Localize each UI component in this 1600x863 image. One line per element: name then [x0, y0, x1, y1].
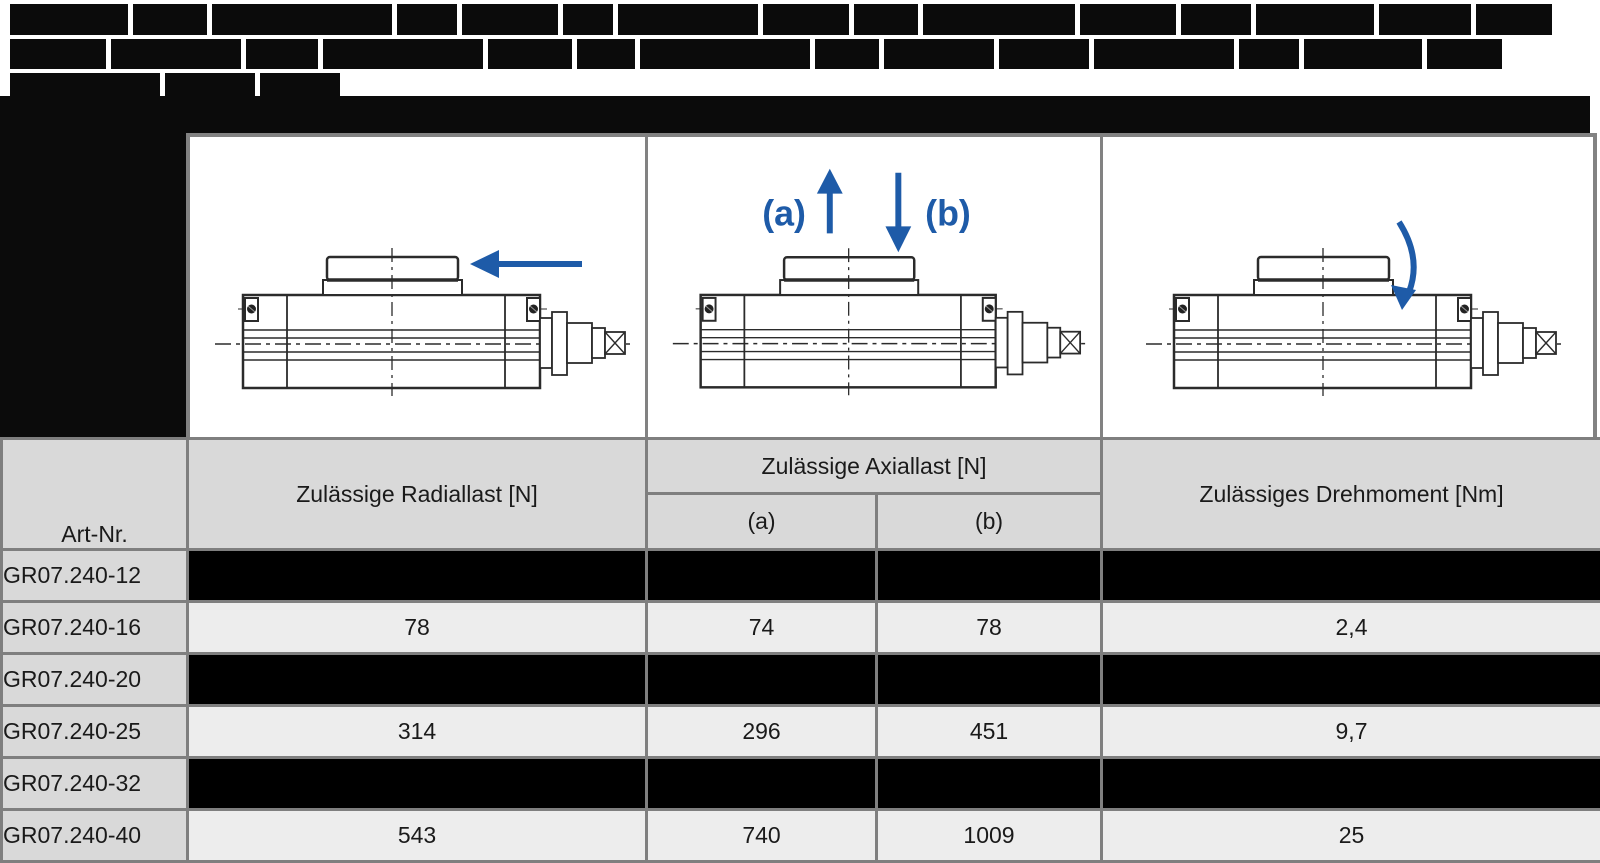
radial-load-figure: [190, 137, 645, 437]
table-row: GR07.240-25 314 296 451 9,7: [2, 706, 1600, 758]
figure-row: (a) (b): [186, 133, 1597, 437]
col-header-art-nr: Art-Nr.: [2, 439, 188, 550]
redaction-bar: [8, 96, 1590, 134]
axial-up-arrow-icon: [817, 169, 843, 234]
axial-label-a: (a): [762, 193, 806, 233]
redacted-cell: [188, 550, 647, 602]
col-header-torque: Zulässiges Drehmoment [Nm]: [1102, 439, 1600, 550]
axial-b-value: 1009: [877, 810, 1102, 862]
redaction-bar: [10, 39, 1502, 69]
redacted-cell: [647, 758, 877, 810]
redacted-cell: [188, 758, 647, 810]
axial-a-value: 74: [647, 602, 877, 654]
table-row: GR07.240-20: [2, 654, 1600, 706]
cylinder-drawing-torque: [1121, 140, 1576, 434]
load-table: Art-Nr. Zulässige Radiallast [N] Zulässi…: [0, 437, 1600, 863]
col-header-radial-load: Zulässige Radiallast [N]: [188, 439, 647, 550]
redacted-cell: [877, 654, 1102, 706]
cylinder-drawing-radial: [190, 140, 645, 434]
art-nr-cell: GR07.240-20: [2, 654, 188, 706]
art-nr-cell: GR07.240-40: [2, 810, 188, 862]
radial-load-value: 78: [188, 602, 647, 654]
radial-load-arrow-icon: [470, 250, 582, 278]
col-header-axial-load: Zulässige Axiallast [N]: [647, 439, 1102, 494]
axial-down-arrow-icon: [885, 173, 911, 252]
radial-load-value: 314: [188, 706, 647, 758]
axial-a-value: 296: [647, 706, 877, 758]
cylinder-drawing-axial: (a) (b): [648, 140, 1100, 434]
torque-value: 2,4: [1102, 602, 1600, 654]
redacted-cell: [1102, 550, 1600, 602]
redacted-cell: [647, 654, 877, 706]
axial-load-figure: (a) (b): [645, 137, 1100, 437]
redacted-cell: [1102, 758, 1600, 810]
table-row: GR07.240-32: [2, 758, 1600, 810]
redacted-cell: [188, 654, 647, 706]
redaction-bar: [0, 96, 186, 437]
axial-label-b: (b): [925, 193, 971, 233]
art-nr-cell: GR07.240-16: [2, 602, 188, 654]
redacted-cell: [877, 758, 1102, 810]
redacted-cell: [1102, 654, 1600, 706]
art-nr-cell: GR07.240-32: [2, 758, 188, 810]
redacted-cell: [877, 550, 1102, 602]
radial-load-value: 543: [188, 810, 647, 862]
axial-a-value: 740: [647, 810, 877, 862]
col-header-axial-a: (a): [647, 494, 877, 550]
table-row: GR07.240-16 78 74 78 2,4: [2, 602, 1600, 654]
table-row: GR07.240-12: [2, 550, 1600, 602]
art-nr-cell: GR07.240-12: [2, 550, 188, 602]
art-nr-cell: GR07.240-25: [2, 706, 188, 758]
table-row: GR07.240-40 543 740 1009 25: [2, 810, 1600, 862]
torque-figure: [1100, 137, 1593, 437]
redacted-cell: [647, 550, 877, 602]
redaction-bar: [10, 4, 1552, 35]
axial-b-value: 451: [877, 706, 1102, 758]
axial-b-value: 78: [877, 602, 1102, 654]
torque-value: 25: [1102, 810, 1600, 862]
col-header-axial-b: (b): [877, 494, 1102, 550]
torque-value: 9,7: [1102, 706, 1600, 758]
